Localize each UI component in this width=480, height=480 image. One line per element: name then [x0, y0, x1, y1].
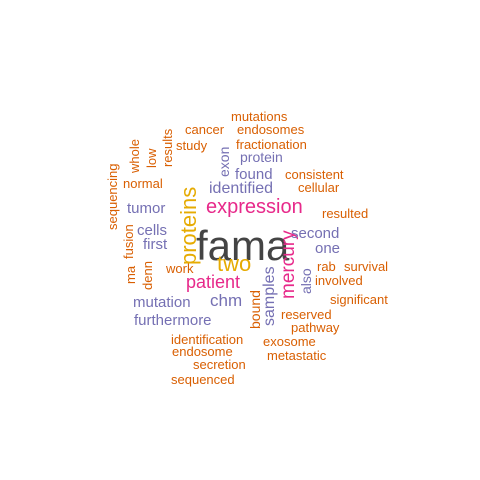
word-found: found — [235, 166, 273, 183]
word-furthermore: furthermore — [134, 312, 212, 329]
word-metastatic: metastatic — [267, 348, 327, 363]
word-consistent: consistent — [285, 167, 344, 182]
word-expression: expression — [206, 196, 303, 218]
word-normal: normal — [123, 176, 163, 191]
word-protein: protein — [240, 149, 283, 165]
word-fusion: fusion — [121, 224, 136, 259]
word-rab: rab — [317, 259, 336, 274]
word-first: first — [143, 236, 168, 253]
word-patient: patient — [186, 272, 241, 292]
word-fama: fama — [196, 222, 290, 269]
word-cells: cells — [137, 222, 168, 239]
word-mutations: mutations — [231, 109, 288, 124]
word-chm: chm — [210, 291, 243, 310]
word-involved: involved — [315, 273, 363, 288]
word-fractionation: fractionation — [236, 137, 307, 152]
word-sequencing: sequencing — [105, 163, 120, 231]
word-one: one — [315, 240, 341, 257]
word-results: results — [160, 128, 175, 167]
word-resulted: resulted — [322, 206, 369, 221]
word-reserved: reserved — [281, 307, 332, 322]
word-cancer: cancer — [185, 122, 225, 137]
word-identified: identified — [209, 180, 274, 197]
word-survival: survival — [344, 259, 389, 274]
word-significant: significant — [330, 292, 388, 307]
word-exon: exon — [216, 146, 232, 177]
word-ma: ma — [123, 265, 138, 284]
word-samples: samples — [261, 266, 278, 326]
word-tumor: tumor — [127, 200, 166, 217]
word-bound: bound — [247, 290, 263, 329]
word-proteins: proteins — [176, 186, 201, 265]
word-study: study — [176, 138, 208, 153]
word-also: also — [298, 268, 314, 294]
word-whole: whole — [127, 139, 142, 173]
word-endosome: endosome — [172, 344, 233, 359]
word-denn: denn — [140, 261, 155, 290]
word-secretion: secretion — [193, 357, 246, 372]
word-cellular: cellular — [298, 180, 340, 195]
word-second: second — [291, 225, 340, 242]
word-low: low — [144, 148, 159, 168]
word-exosome: exosome — [263, 334, 316, 349]
word-sequenced: sequenced — [171, 372, 235, 387]
word-work: work — [166, 261, 194, 276]
word-endosomes: endosomes — [237, 122, 305, 137]
word-two: two — [217, 251, 252, 276]
word-mutation: mutation — [133, 294, 191, 311]
word-identification: identification — [171, 332, 244, 347]
word-pathway: pathway — [291, 320, 340, 335]
